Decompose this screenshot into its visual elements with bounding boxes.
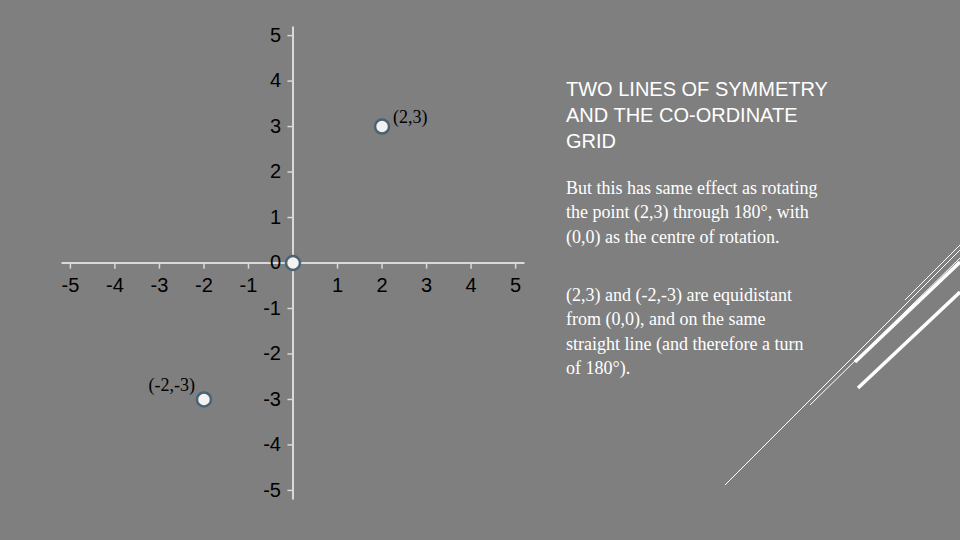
svg-text:5: 5	[510, 274, 521, 296]
svg-text:4: 4	[466, 274, 477, 296]
svg-text:-4: -4	[263, 433, 281, 455]
svg-text:-1: -1	[263, 297, 281, 319]
svg-text:-3: -3	[151, 274, 169, 296]
svg-text:(2,3): (2,3)	[393, 107, 428, 128]
svg-text:3: 3	[270, 115, 281, 137]
svg-text:5: 5	[270, 24, 281, 46]
svg-text:-2: -2	[195, 274, 213, 296]
svg-text:-4: -4	[106, 274, 124, 296]
html-text:But this has same effect as ro: But this has same effect as rotating the…	[566, 178, 818, 247]
svg-text:2: 2	[376, 274, 387, 296]
svg-text:1: 1	[332, 274, 343, 296]
svg-text:0: 0	[270, 251, 281, 273]
svg-text:1: 1	[270, 206, 281, 228]
svg-text:2: 2	[270, 160, 281, 182]
svg-text:3: 3	[421, 274, 432, 296]
html-text:TWO LINES OF SYMMETRY AND THE: TWO LINES OF SYMMETRY AND THE CO-ORDINAT…	[566, 78, 828, 152]
svg-text:(-2,-3): (-2,-3)	[148, 375, 194, 396]
svg-text:-1: -1	[240, 274, 258, 296]
svg-text:-5: -5	[62, 274, 80, 296]
html-text:(2,3) and (-2,-3) are equidist: (2,3) and (-2,-3) are equidistant from (…	[566, 285, 804, 378]
svg-text:-3: -3	[263, 388, 281, 410]
svg-text:-2: -2	[263, 342, 281, 364]
svg-text:-5: -5	[263, 479, 281, 501]
svg-text:4: 4	[270, 69, 281, 91]
